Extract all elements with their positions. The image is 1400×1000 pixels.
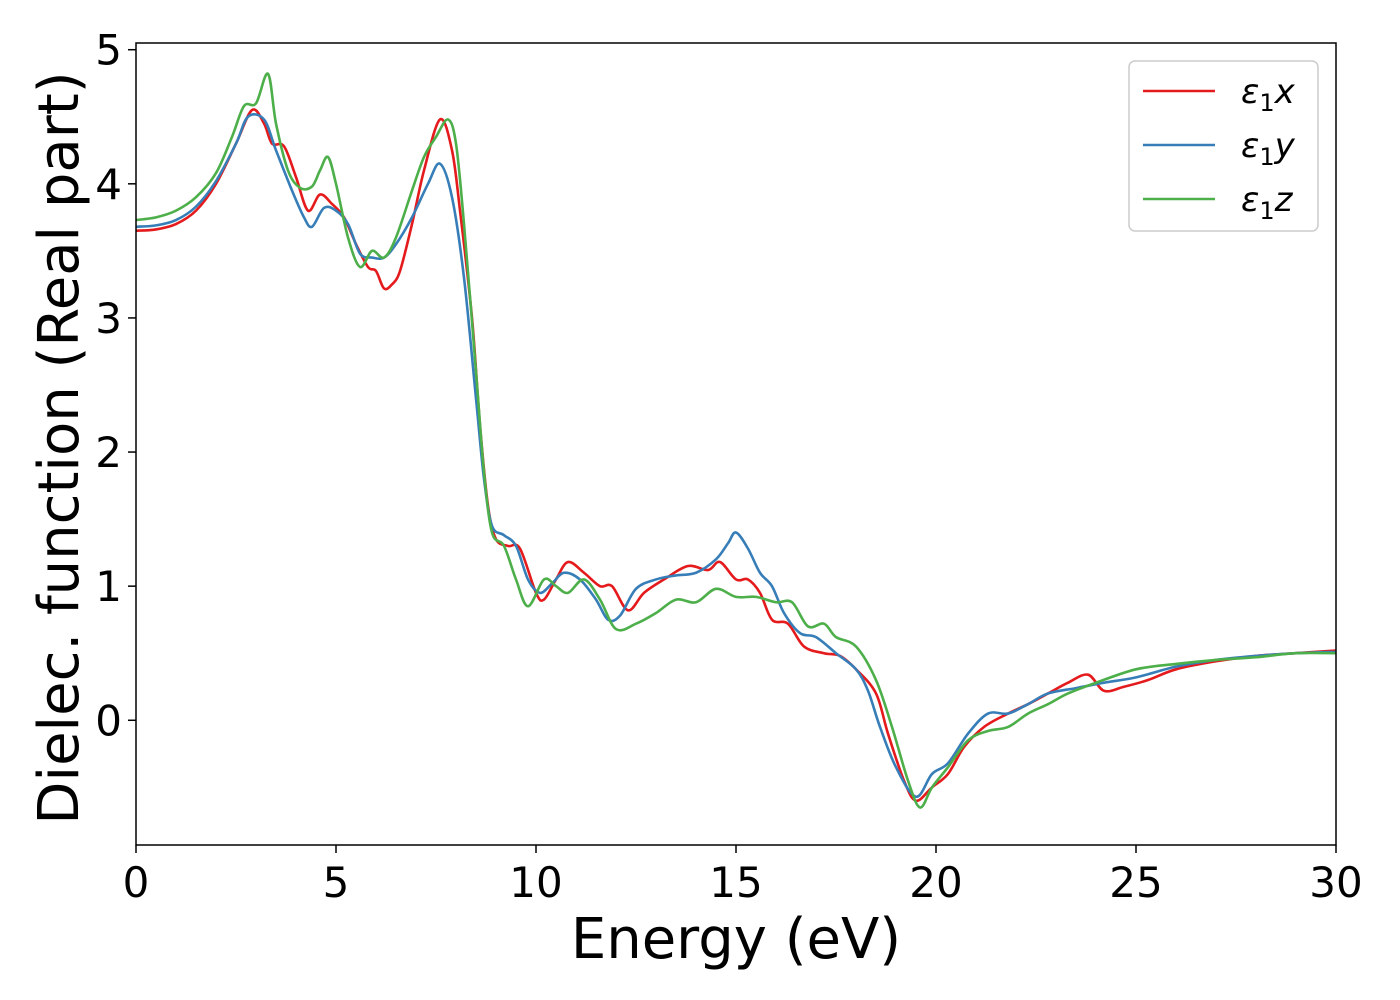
legend-label-base: ε	[1241, 72, 1259, 112]
y-tick-label: 3	[95, 294, 122, 343]
y-tick-label: 5	[95, 26, 122, 75]
x-axis: 0 5 10 15 20 25 30	[123, 845, 1363, 907]
x-tick-label: 0	[123, 858, 150, 907]
legend-label-y: ε1y	[1241, 126, 1296, 171]
series-line-y	[136, 113, 1336, 799]
legend-label-suffix: x	[1274, 72, 1296, 112]
legend-label-suffix: y	[1274, 126, 1296, 166]
y-axis-label: Dielec. function (Real part)	[27, 71, 92, 824]
legend-label-suffix: z	[1274, 180, 1294, 220]
x-tick-label: 5	[323, 858, 350, 907]
series-line-z	[136, 72, 1336, 809]
y-tick-label: 2	[95, 428, 122, 477]
series-layer	[136, 72, 1336, 809]
legend-box	[1128, 60, 1319, 232]
y-tick-label: 1	[95, 562, 122, 611]
legend-label-subscript: 1	[1259, 89, 1274, 117]
series-line-x	[136, 108, 1336, 803]
x-axis-label: Energy (eV)	[571, 907, 901, 972]
legend-label-base: ε	[1241, 126, 1259, 166]
x-tick-label: 15	[709, 858, 762, 907]
y-axis: 0 1 2 3 4 5	[95, 26, 136, 745]
x-tick-label: 30	[1309, 858, 1362, 907]
x-tick-label: 10	[509, 858, 562, 907]
legend-label-z: ε1z	[1241, 180, 1294, 225]
y-tick-label: 4	[95, 160, 122, 209]
x-tick-label: 25	[1109, 858, 1162, 907]
legend-label-subscript: 1	[1259, 197, 1274, 225]
legend-label-x: ε1x	[1241, 72, 1296, 117]
legend-label-base: ε	[1241, 180, 1259, 220]
y-tick-label: 0	[95, 696, 122, 745]
x-tick-label: 20	[909, 858, 962, 907]
legend-label-subscript: 1	[1259, 143, 1274, 171]
